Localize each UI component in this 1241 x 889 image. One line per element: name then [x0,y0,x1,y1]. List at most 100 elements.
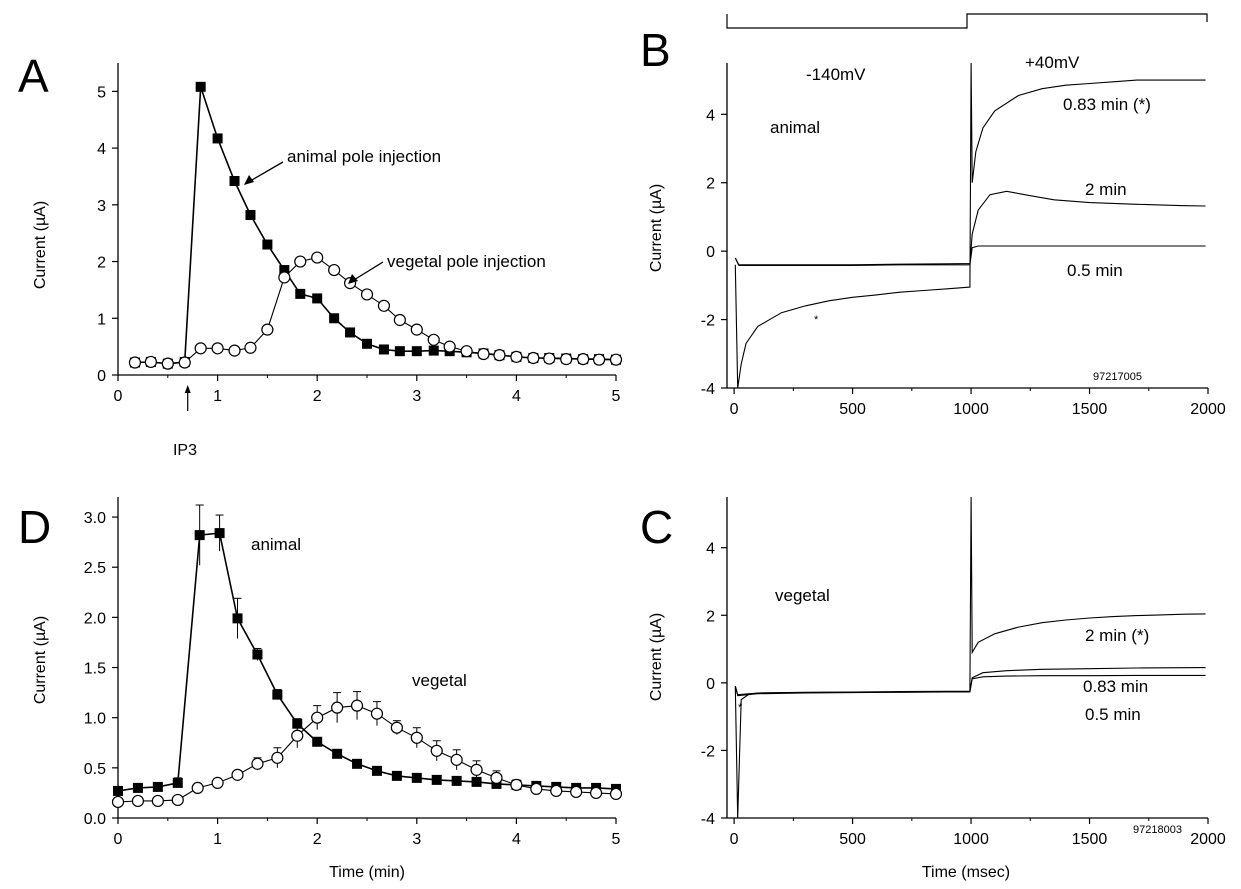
panel-b-axes: 0 500 1000 1500 2000 -4 -2 0 2 4 [701,63,1226,418]
panel-c: 0 500 1000 1500 2000 -4 -2 0 2 4 Current (µA) Tim… [648,496,1226,881]
panel-a-x-tick-label: 2 [313,388,322,405]
panel-d-point-vegetal [291,729,304,742]
panel-d-point-vegetal [331,701,344,714]
panel-a-point-vegetal [609,353,623,366]
panel-d-point-animal [411,772,422,783]
panel-a-point-vegetal [443,340,456,353]
panel-d-y-tick-label: 3.0 [84,510,106,527]
panel-d-x-tick-label: 2 [313,831,322,848]
panel-c-axes: 0 500 1000 1500 2000 -4 -2 0 2 4 [701,497,1226,848]
panel-d-x-tick-label: 0 [114,831,123,848]
panel-c-trace-label-3: 0.5 min [1085,705,1141,724]
panel-b-series [734,62,1206,389]
panel-c-x-tick-label: 1000 [953,831,989,848]
panel-c-series [734,496,1206,819]
panel-c-y-tick-label: -2 [701,743,715,760]
panel-b-y-tick-label: 2 [706,176,715,193]
panel-c-ylabel: Current (µA) [648,613,665,701]
panel-b-trace-0-5-min [734,245,1206,267]
panel-d-point-animal [214,528,225,539]
panel-a-point-vegetal [493,349,506,362]
panel-d-point-vegetal [450,753,463,766]
panel-d-point-animal [172,777,183,788]
panel-a-series [128,81,623,370]
panel-d-point-vegetal [251,757,264,770]
panel-a-x-tick-label: 5 [612,388,621,405]
panel-b-voltage-protocol [726,13,1208,29]
panel-a-point-animal [229,175,240,186]
panel-d-axes: 0 1 2 3 4 5 0.0 0.5 1.0 1.5 2.0 2.5 3.0 [84,497,621,848]
panel-c-xlabel: Time (msec) [922,864,1010,881]
panel-b-x-tick-label: 2000 [1190,401,1226,418]
panel-b-voltage1: -140mV [806,65,866,84]
panel-b-trace-label-2: 2 min [1085,180,1127,199]
panel-d-point-animal [431,774,442,785]
panel-a-x-tick-label: 3 [412,388,421,405]
panel-a-point-vegetal [510,350,523,363]
panel-a-point-vegetal [410,323,423,336]
panel-d-x-tick-label: 3 [412,831,421,848]
panel-d-series [111,504,623,809]
panel-a-point-animal [411,346,422,357]
panel-d-label-vegetal: vegetal [412,671,467,690]
panel-a-x-tick-label: 4 [512,388,521,405]
panel-d-point-vegetal [151,794,164,808]
panel-b-trace-2-min [734,190,1206,266]
panel-d-point-animal [272,689,283,700]
panel-d-point-animal [152,781,163,792]
panel-a-point-animal [362,338,372,349]
panel-b-y-tick-label: -2 [701,313,715,330]
panel-d-line-animal [117,532,617,792]
panel-a-point-vegetal [328,263,341,277]
panel-a-marker-label: IP3 [173,442,197,459]
panel-d-point-vegetal [430,744,443,757]
panel-a-axes: 0 1 2 3 4 5 0 1 2 3 4 5 [97,63,621,411]
panel-d-point-vegetal [311,711,324,724]
panel-a-annotation-vegetal: vegetal pole injection [387,252,546,271]
panel-a-x-tick-label: 0 [114,388,123,405]
panel-b-x-tick-label: 1500 [1072,401,1108,418]
panel-d-point-vegetal [350,699,364,712]
panel-c-trace-label-1: 2 min (*) [1085,626,1149,645]
panel-c-x-tick-label: 1500 [1072,831,1108,848]
panel-d-point-vegetal [111,795,125,809]
panel-letter-a: A [18,50,49,102]
panel-a-point-vegetal [377,299,391,312]
panel-c-y-tick-label: -4 [701,811,715,828]
panel-a-point-animal [245,210,256,221]
panel-c-star: * [738,702,743,714]
panel-b-x-tick-label: 0 [730,401,739,418]
panel-d-point-animal [232,613,243,624]
panel-d-y-tick-label: 1.5 [84,661,106,678]
panel-d-point-vegetal [131,794,145,808]
panel-a-point-vegetal [543,352,556,365]
panel-a-point-vegetal [211,342,224,355]
panel-d-point-animal [194,530,205,541]
panel-b: 0 500 1000 1500 2000 -4 -2 0 2 4 Current (µA) -14… [648,13,1226,418]
panel-a-point-vegetal [560,353,573,366]
panel-d-label-animal: animal [251,535,301,554]
panel-a-ylabel: Current (µA) [32,201,49,289]
panel-a-point-animal [295,288,306,299]
panel-d-ylabel: Current (µA) [32,616,49,704]
panel-a-y-tick-label: 5 [97,84,106,101]
panel-a-point-vegetal [427,333,440,346]
panel-d-xlabel: Time (min) [329,864,405,881]
panel-b-condition: animal [770,118,820,137]
panel-b-y-tick-label: 0 [706,244,715,261]
panel-d-x-tick-label: 4 [512,831,521,848]
panel-d-point-vegetal [530,782,543,796]
panel-letter-d: D [18,501,51,553]
panel-d-point-animal [332,748,343,759]
panel-d-point-vegetal [171,793,184,807]
panel-d-point-vegetal [211,776,224,789]
panel-b-voltage2: +40mV [1025,53,1080,72]
panel-a-line-animal [134,86,617,365]
panel-d-point-vegetal [191,781,204,795]
panel-a-line-vegetal [134,257,616,365]
panel-b-trace-label-1: 0.83 min (*) [1063,95,1151,114]
panel-d-point-animal [312,736,323,747]
panel-a-y-tick-label: 2 [97,255,106,272]
panel-d-point-vegetal [370,707,384,720]
panel-d-point-vegetal [570,785,583,799]
